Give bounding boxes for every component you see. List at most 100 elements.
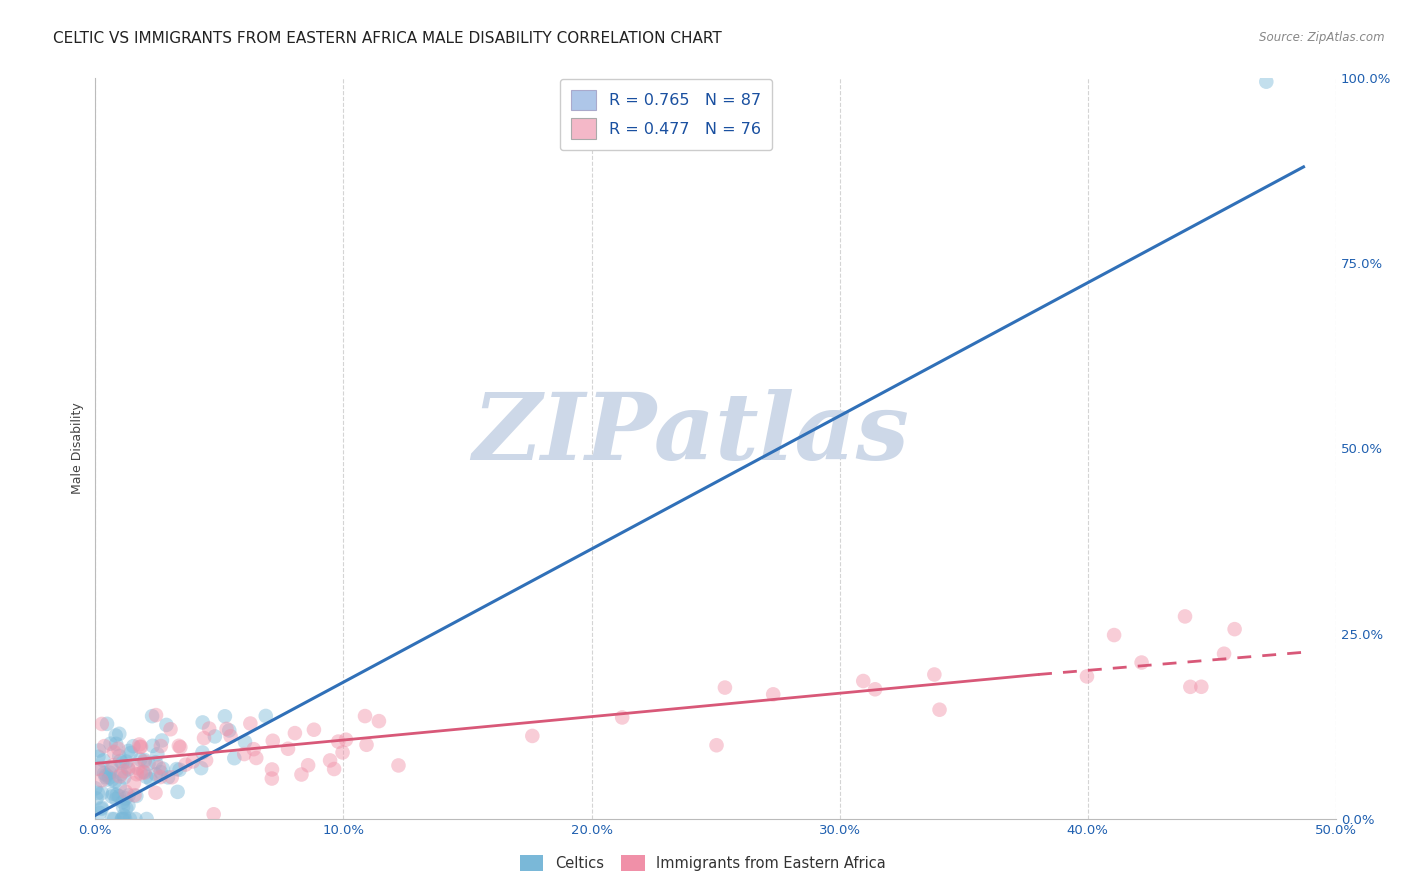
Point <box>152 762 174 776</box>
Point <box>90 800 112 814</box>
Point <box>108 789 131 804</box>
Point <box>105 788 128 802</box>
Point <box>522 729 544 743</box>
Point <box>134 765 156 780</box>
Point <box>191 746 214 760</box>
Point <box>224 751 246 765</box>
Point <box>112 771 135 785</box>
Legend: Celtics, Immigrants from Eastern Africa: Celtics, Immigrants from Eastern Africa <box>512 846 894 880</box>
Point <box>90 773 112 788</box>
Point <box>111 812 134 826</box>
Point <box>117 760 139 774</box>
Point <box>354 709 377 723</box>
Text: CELTIC VS IMMIGRANTS FROM EASTERN AFRICA MALE DISABILITY CORRELATION CHART: CELTIC VS IMMIGRANTS FROM EASTERN AFRICA… <box>53 31 723 46</box>
Point <box>117 789 139 803</box>
Point <box>202 807 225 822</box>
Point <box>1189 680 1212 694</box>
Point <box>262 733 284 747</box>
Point <box>332 746 354 760</box>
Point <box>149 739 172 753</box>
Point <box>112 808 135 822</box>
Point <box>198 722 221 736</box>
Point <box>89 805 111 820</box>
Point <box>108 749 131 764</box>
Point <box>169 740 191 755</box>
Legend: R = 0.765   N = 87, R = 0.477   N = 76: R = 0.765 N = 87, R = 0.477 N = 76 <box>560 78 772 150</box>
Point <box>328 734 350 748</box>
Point <box>302 723 325 737</box>
Point <box>101 812 124 826</box>
Point <box>368 714 391 728</box>
Point <box>124 812 146 826</box>
Point <box>87 749 110 764</box>
Point <box>706 738 728 752</box>
Point <box>174 757 197 772</box>
Point <box>101 789 124 804</box>
Point <box>191 715 214 730</box>
Point <box>129 739 152 754</box>
Point <box>103 812 125 826</box>
Point <box>111 795 134 809</box>
Point <box>924 667 946 681</box>
Point <box>108 769 131 783</box>
Point <box>101 758 124 772</box>
Point <box>245 751 267 765</box>
Point <box>218 723 240 738</box>
Point <box>93 753 115 767</box>
Point <box>166 785 188 799</box>
Point <box>160 770 183 784</box>
Point <box>167 739 190 753</box>
Point <box>138 756 160 771</box>
Point <box>863 682 886 697</box>
Point <box>117 798 139 813</box>
Point <box>129 766 152 780</box>
Point <box>87 743 110 757</box>
Point <box>112 764 135 779</box>
Point <box>122 776 145 790</box>
Point <box>105 737 128 751</box>
Point <box>155 718 177 732</box>
Point <box>100 737 122 751</box>
Point <box>87 786 110 800</box>
Point <box>233 747 256 761</box>
Point <box>134 755 156 769</box>
Point <box>233 735 256 749</box>
Point <box>108 727 131 741</box>
Point <box>112 812 135 826</box>
Point <box>141 709 163 723</box>
Point <box>98 770 121 784</box>
Point <box>94 768 117 782</box>
Point <box>169 763 191 777</box>
Point <box>181 755 204 769</box>
Point <box>356 738 378 752</box>
Point <box>145 756 167 770</box>
Point <box>90 802 112 816</box>
Point <box>101 772 124 787</box>
Point <box>145 708 167 723</box>
Point <box>142 739 165 753</box>
Point <box>100 761 122 775</box>
Point <box>132 764 155 779</box>
Point <box>108 780 131 794</box>
Point <box>104 729 127 743</box>
Point <box>323 762 346 776</box>
Point <box>135 770 157 784</box>
Point <box>215 722 238 736</box>
Point <box>1174 609 1197 624</box>
Y-axis label: Male Disability: Male Disability <box>72 402 84 494</box>
Point <box>157 770 180 784</box>
Point <box>115 801 138 815</box>
Point <box>290 767 312 781</box>
Point <box>145 786 167 800</box>
Point <box>219 729 242 743</box>
Point <box>122 739 145 754</box>
Point <box>135 812 157 826</box>
Point <box>120 746 142 760</box>
Point <box>96 772 118 787</box>
Point <box>149 770 172 784</box>
Point <box>90 717 112 731</box>
Point <box>214 709 236 723</box>
Point <box>107 741 129 756</box>
Point <box>260 772 283 786</box>
Point <box>111 756 134 770</box>
